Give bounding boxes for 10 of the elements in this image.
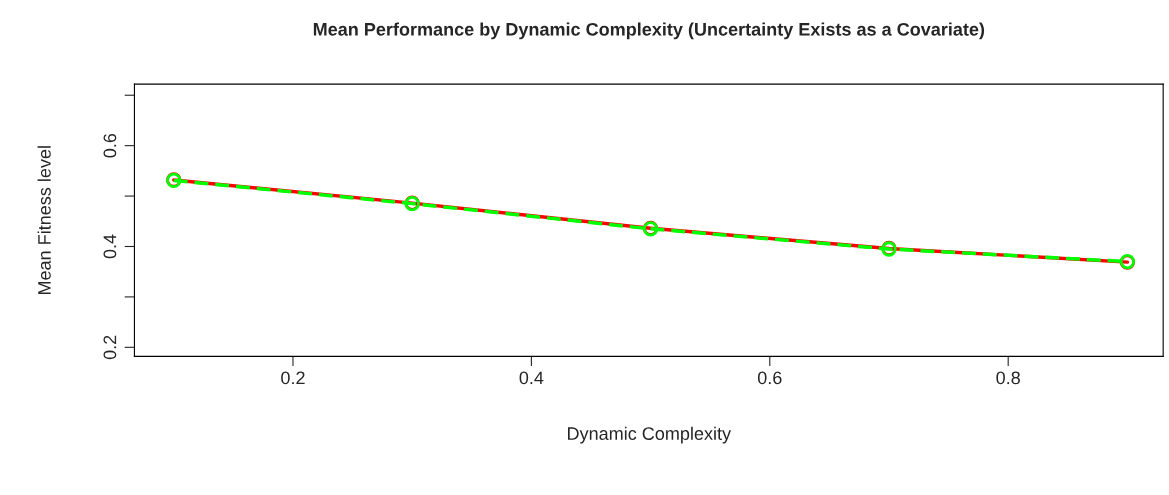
x-tick-label: 0.8 <box>996 371 1020 385</box>
x-axis-title: Dynamic Complexity <box>568 426 732 444</box>
y-tick-label: 0.4 <box>103 234 117 259</box>
y-tick-label: 0.2 <box>103 335 117 360</box>
chart-title: Mean Performance by Dynamic Complexity (Uncertainty Exists as a Covariate) <box>313 22 985 40</box>
y-tick-label: 0.6 <box>103 133 117 158</box>
x-tick-label: 0.6 <box>757 371 782 385</box>
x-tick-label: 0.4 <box>519 371 544 385</box>
x-tick-label: 0.2 <box>281 371 305 385</box>
y-axis-title: Mean Fitness level <box>37 146 51 295</box>
